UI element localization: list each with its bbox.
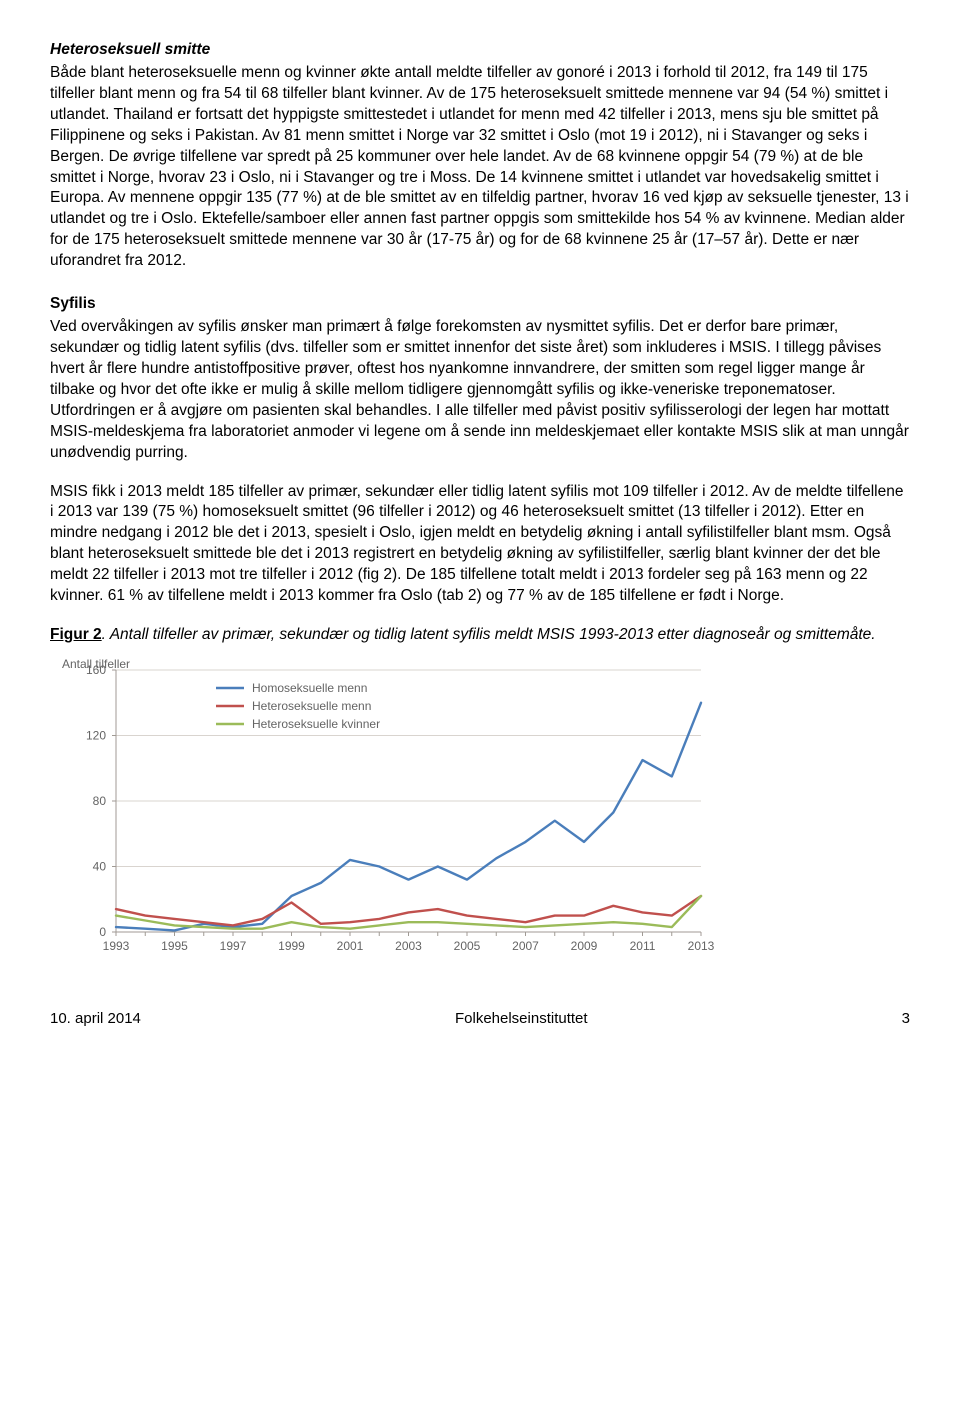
hetero-body: Både blant heteroseksuelle menn og kvinn… bbox=[50, 63, 910, 272]
footer-org: Folkehelseinstituttet bbox=[455, 1009, 588, 1029]
svg-text:1999: 1999 bbox=[278, 939, 305, 953]
svg-text:1997: 1997 bbox=[220, 939, 247, 953]
figure2-caption: Figur 2. Antall tilfeller av primær, sek… bbox=[50, 625, 910, 646]
svg-text:0: 0 bbox=[99, 925, 106, 939]
hetero-title: Heteroseksuell smitte bbox=[50, 40, 910, 61]
svg-text:2007: 2007 bbox=[512, 939, 539, 953]
svg-text:2013: 2013 bbox=[688, 939, 715, 953]
svg-text:40: 40 bbox=[93, 859, 107, 873]
svg-text:2009: 2009 bbox=[571, 939, 598, 953]
line-chart-svg: 04080120160Antall tilfeller1993199519971… bbox=[46, 656, 716, 966]
svg-text:Heteroseksuelle kvinner: Heteroseksuelle kvinner bbox=[252, 717, 380, 731]
figure2-label: Figur 2 bbox=[50, 626, 102, 643]
figure2-chart: 04080120160Antall tilfeller1993199519971… bbox=[46, 656, 910, 973]
figure2-caption-text: . Antall tilfeller av primær, sekundær o… bbox=[102, 626, 876, 643]
svg-text:1995: 1995 bbox=[161, 939, 188, 953]
svg-text:2001: 2001 bbox=[337, 939, 364, 953]
svg-text:2005: 2005 bbox=[454, 939, 481, 953]
syfilis-title: Syfilis bbox=[50, 294, 910, 315]
svg-text:Homoseksuelle menn: Homoseksuelle menn bbox=[252, 681, 367, 695]
footer-date: 10. april 2014 bbox=[50, 1009, 141, 1029]
svg-text:Heteroseksuelle menn: Heteroseksuelle menn bbox=[252, 699, 371, 713]
svg-text:2003: 2003 bbox=[395, 939, 422, 953]
page-footer: 10. april 2014 Folkehelseinstituttet 3 bbox=[50, 1009, 910, 1029]
svg-text:120: 120 bbox=[86, 728, 106, 742]
svg-text:Antall tilfeller: Antall tilfeller bbox=[62, 657, 130, 671]
svg-text:1993: 1993 bbox=[103, 939, 130, 953]
syfilis-p1: Ved overvåkingen av syfilis ønsker man p… bbox=[50, 317, 910, 463]
footer-page: 3 bbox=[902, 1009, 910, 1029]
svg-text:2011: 2011 bbox=[630, 939, 656, 953]
syfilis-p2: MSIS fikk i 2013 meldt 185 tilfeller av … bbox=[50, 482, 910, 608]
svg-text:80: 80 bbox=[93, 794, 107, 808]
